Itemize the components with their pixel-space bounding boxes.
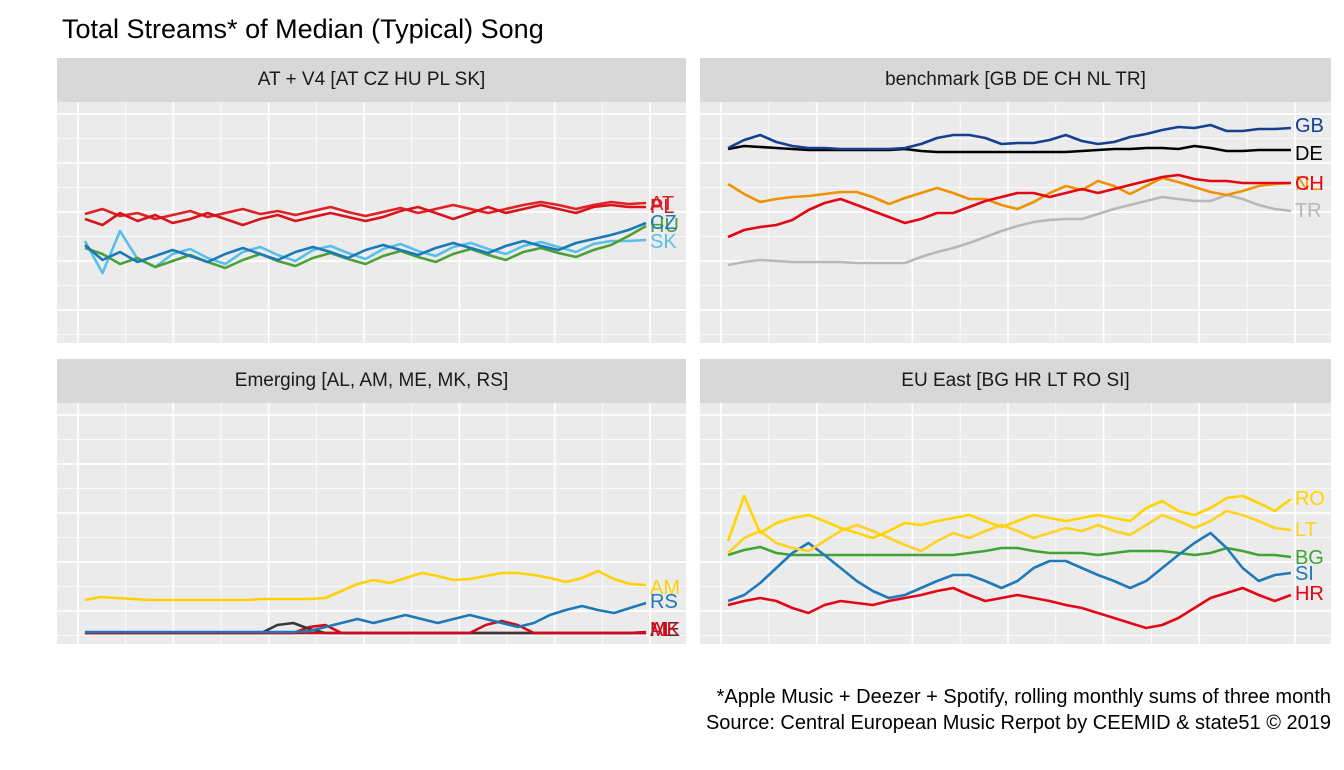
- series-label-sk: SK: [650, 231, 677, 253]
- series-label-tr: TR: [1295, 200, 1322, 222]
- series-label-al: AL: [650, 619, 674, 641]
- series-label-nl: NL: [1295, 173, 1321, 195]
- series-label-mk: MK: [650, 619, 681, 641]
- series-line-pl: [84, 203, 647, 227]
- series-label-ro: RO: [1295, 488, 1325, 510]
- facet-grid: AT + V4 [AT CZ HU PL SK] SK HU CZ AT PL benc…: [57, 58, 1344, 644]
- series-label-hu: HU: [650, 215, 679, 237]
- series-label-lt: LT: [1295, 519, 1317, 541]
- series-label-am: AM: [650, 577, 680, 599]
- series-line-bg: [727, 545, 1292, 559]
- caption-line-2: Source: Central European Music Rerpot by…: [705, 712, 1331, 734]
- series-line-si: [727, 531, 1292, 603]
- chart-caption: *Apple Music + Deezer + Spotify, rolling…: [0, 684, 1331, 736]
- facet-panel-plot: TR NL CH DE GB: [700, 102, 1331, 343]
- series-label-cz: CZ: [650, 212, 677, 234]
- series-label-me: ME: [650, 619, 680, 641]
- series-line-tr: [727, 193, 1292, 267]
- facet-panel-plot: HR BG SI LT RO: [700, 403, 1331, 644]
- chart-title: Total Streams* of Median (Typical) Song: [62, 14, 544, 44]
- series-label-bg: BG: [1295, 547, 1324, 569]
- series-line-nl: [727, 176, 1292, 211]
- facet-panel-plot: SK HU CZ AT PL: [57, 102, 686, 343]
- series-label-rs: RS: [650, 591, 678, 613]
- series-label-gb: GB: [1295, 115, 1324, 137]
- series-line-lt: [727, 509, 1292, 554]
- series-line-hr: [727, 586, 1292, 630]
- series-line-de: [727, 144, 1291, 154]
- series-label-de: DE: [1295, 143, 1323, 165]
- series-line-gb: [727, 123, 1292, 151]
- facet-strip: AT + V4 [AT CZ HU PL SK]: [57, 58, 686, 102]
- series-line-ro: [726, 494, 1292, 542]
- series-line-hu: [84, 224, 647, 270]
- facet-panel-plot: AL ME MK AM RS: [57, 403, 686, 644]
- series-label-si: SI: [1295, 563, 1314, 585]
- facet-eu-east: EU East [BG HR LT RO SI] HR BG SI LT RO: [700, 359, 1331, 644]
- series-label-ch: CH: [1295, 173, 1324, 195]
- facet-strip: benchmark [GB DE CH NL TR]: [700, 58, 1331, 102]
- facet-benchmark: benchmark [GB DE CH NL TR] TR NL CH DE GB: [700, 58, 1331, 343]
- series-line-at: [84, 200, 647, 221]
- series-label-at: AT: [650, 193, 674, 215]
- series-line-cz: [84, 221, 647, 264]
- series-line-ch: [727, 173, 1291, 239]
- series-line-am: [84, 569, 647, 602]
- series-label-hr: HR: [1295, 583, 1324, 605]
- series-line-rs: [84, 601, 647, 634]
- facet-strip: EU East [BG HR LT RO SI]: [700, 359, 1331, 403]
- facet-strip: Emerging [AL, AM, ME, MK, RS]: [57, 359, 686, 403]
- facet-emerging: Emerging [AL, AM, ME, MK, RS] AL ME MK AM RS: [57, 359, 686, 644]
- series-label-pl: PL: [650, 196, 674, 218]
- caption-line-1: *Apple Music + Deezer + Spotify, rolling…: [716, 686, 1331, 708]
- facet-at-v4: AT + V4 [AT CZ HU PL SK] SK HU CZ AT PL: [57, 58, 686, 343]
